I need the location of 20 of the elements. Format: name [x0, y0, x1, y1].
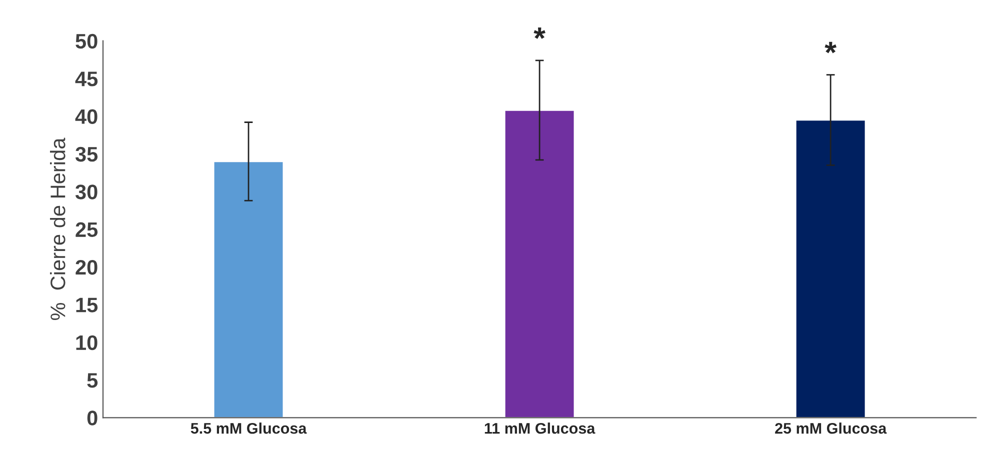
y-axis-title: % Cierre de Herida [50, 138, 66, 320]
annotation: * [824, 42, 836, 54]
y-tick-label: 40 [75, 109, 98, 124]
y-tick-label: 45 [75, 72, 98, 86]
y-tick-label: 20 [76, 260, 98, 275]
y-tick-label: 5 [87, 373, 98, 388]
bar [504, 110, 576, 418]
y-tick-label: 35 [75, 146, 98, 162]
bar [794, 119, 866, 418]
x-tick-label: 5.5 mM Glucosa [190, 422, 307, 434]
x-tick-label: 25 mM Glucosa [775, 422, 887, 434]
bar [212, 160, 284, 418]
x-tick-label: 11 mM Glucosa [484, 422, 596, 434]
y-tick-label: 15 [76, 298, 98, 312]
y-tick-label: 0 [87, 410, 98, 426]
y-tick-label: 10 [76, 335, 98, 350]
annotation: * [534, 28, 546, 39]
y-tick-label: 30 [75, 184, 98, 200]
y-tick-label: 50 [76, 34, 98, 49]
y-tick-label: 25 [76, 222, 98, 238]
